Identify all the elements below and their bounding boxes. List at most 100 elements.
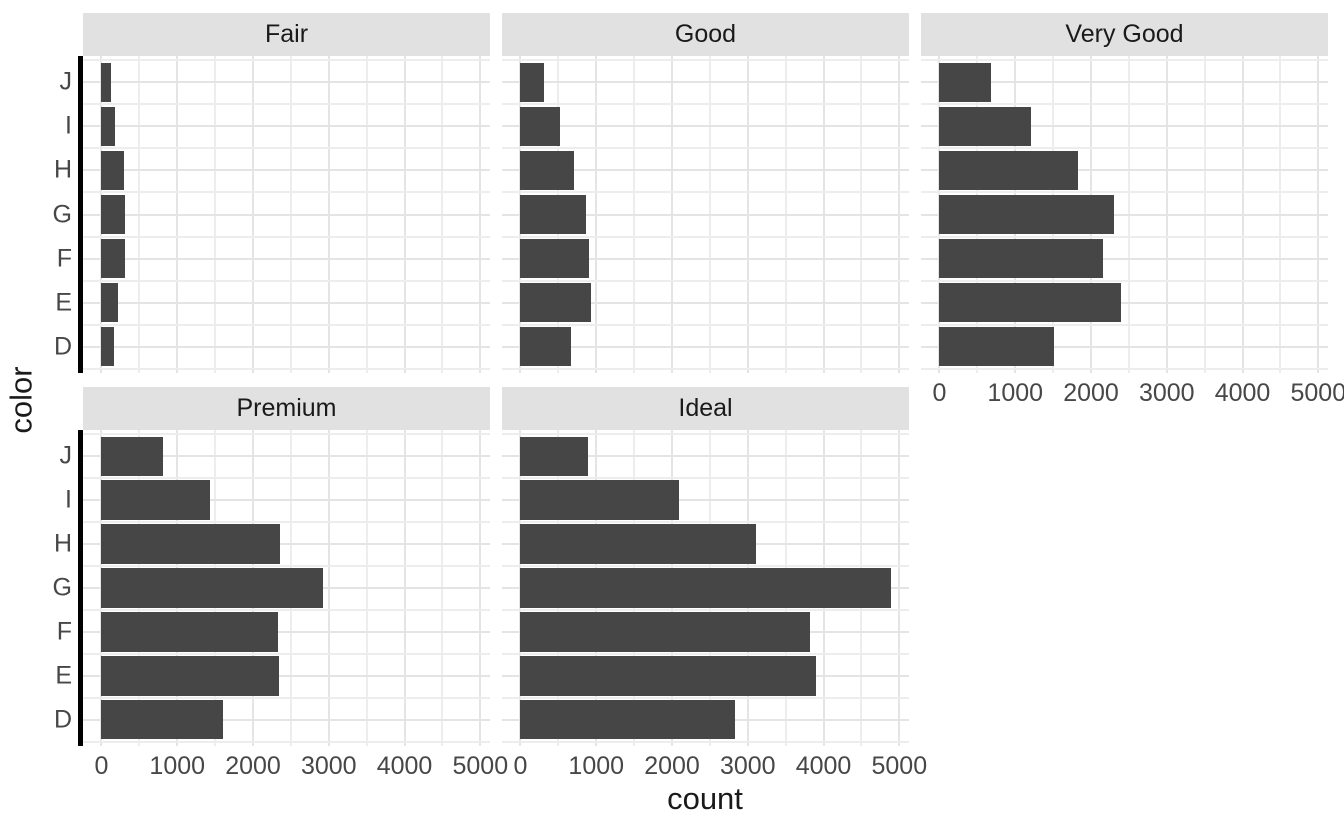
bar-ideal-E [520,656,817,696]
y-gridline-minor [83,652,490,655]
bar-fair-H [101,150,125,191]
bar-good-F [520,238,590,279]
y-gridline-minor [83,323,490,326]
x-tick-label-ideal-2000: 2000 [644,752,700,780]
y-gridline-major [921,301,1328,304]
y-gridline-minor [83,740,490,743]
x-tick-label-premium-1000: 1000 [149,752,206,780]
y-axis-line [78,56,83,373]
y-tick-label-D: D [53,705,72,734]
y-gridline-minor [502,740,909,743]
x-tick-label-premium-5000: 5000 [452,752,509,780]
bar-very-good-J [939,62,991,103]
y-gridline-major [502,169,909,172]
bar-fair-J [101,62,111,103]
y-tick-label-G: G [52,200,72,228]
y-gridline-major [83,718,490,721]
y-gridline-minor [921,191,1328,194]
y-gridline-minor [921,279,1328,282]
bar-premium-H [101,524,281,564]
y-tick-label-G: G [52,573,72,602]
facet-panel-very-good [921,56,1328,373]
bar-ideal-J [520,436,589,477]
bar-premium-E [101,656,279,696]
y-gridline-minor [921,367,1328,370]
y-gridline-minor [83,367,490,370]
bar-good-D [520,326,571,367]
bar-very-good-E [939,282,1122,323]
y-gridline-major [83,455,490,458]
x-tick-label-ideal-0: 0 [513,752,528,780]
x-tick-label-very-good-5000: 5000 [1290,379,1344,407]
y-gridline-minor [921,235,1328,238]
y-tick-label-D: D [53,332,72,361]
y-gridline-minor [83,521,490,524]
y-gridline-minor [83,696,490,699]
y-gridline-major [502,257,909,260]
bar-very-good-D [939,326,1055,367]
y-gridline-major [83,81,490,84]
y-gridline-minor [502,367,909,370]
bar-premium-J [101,436,163,477]
bar-very-good-I [939,106,1031,147]
x-tick-label-very-good-0: 0 [932,379,947,407]
bar-ideal-G [520,568,891,608]
bar-very-good-H [939,150,1078,191]
bar-premium-F [101,612,279,652]
y-tick-label-F: F [56,617,72,646]
bar-good-I [520,106,561,147]
y-gridline-major [83,169,490,172]
y-gridline-major [502,301,909,304]
y-gridline-minor [502,191,909,194]
facet-strip-premium: Premium [83,387,490,430]
y-gridline-minor [83,565,490,568]
facet-strip-good: Good [502,13,909,56]
bar-fair-F [101,238,126,279]
bar-fair-I [101,106,115,147]
y-gridline-major [502,81,909,84]
x-axis-title: count [667,781,743,816]
y-gridline-minor [83,235,490,238]
y-tick-label-J: J [59,441,73,470]
facet-panel-good [502,56,909,373]
facet-strip-fair: Fair [83,13,490,56]
facet-strip-very-good: Very Good [921,13,1328,56]
bar-fair-G [101,194,126,235]
y-gridline-major [921,213,1328,216]
y-tick-label-F: F [56,244,72,273]
bar-premium-I [101,480,210,520]
x-tick-label-very-good-1000: 1000 [987,379,1044,407]
bar-good-J [520,62,544,103]
y-gridline-major [83,345,490,348]
y-gridline-minor [921,59,1328,62]
y-tick-label-E: E [55,288,72,317]
bar-good-E [520,282,592,323]
y-gridline-minor [502,323,909,326]
y-gridline-minor [502,279,909,282]
y-gridline-minor [83,477,490,480]
x-tick-label-premium-4000: 4000 [376,752,433,780]
y-gridline-major [83,499,490,502]
bar-good-H [520,150,574,191]
y-gridline-minor [502,608,909,611]
y-gridline-minor [921,147,1328,150]
y-tick-label-H: H [53,529,72,558]
x-tick-label-premium-0: 0 [94,752,109,780]
facet-panel-fair [83,56,490,373]
y-gridline-minor [83,279,490,282]
y-gridline-major [502,499,909,502]
y-gridline-minor [502,433,909,436]
y-gridline-major [83,125,490,128]
y-tick-label-I: I [65,111,72,140]
x-tick-label-premium-2000: 2000 [225,752,281,780]
y-gridline-major [502,345,909,348]
y-gridline-minor [502,147,909,150]
y-gridline-minor [921,103,1328,106]
y-gridline-minor [502,477,909,480]
y-gridline-minor [921,323,1328,326]
x-tick-label-very-good-3000: 3000 [1138,379,1195,407]
x-tick-label-ideal-5000: 5000 [871,752,928,780]
y-tick-label-I: I [65,485,72,514]
bar-fair-E [101,282,119,323]
bar-premium-D [101,699,223,740]
